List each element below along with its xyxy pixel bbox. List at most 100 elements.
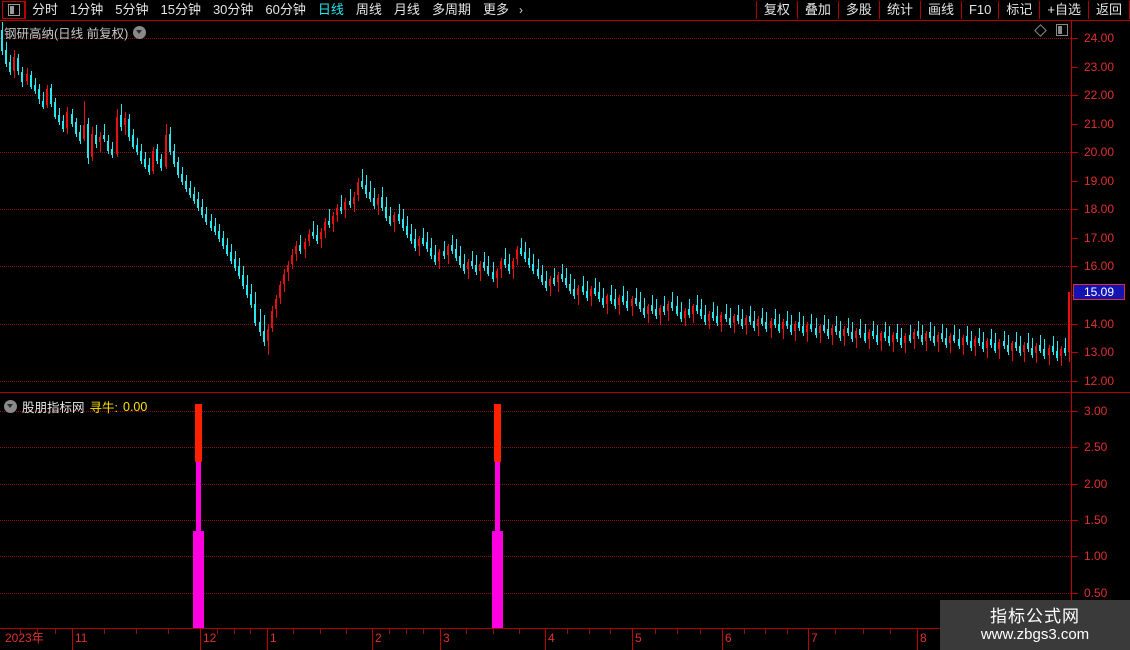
candle-body	[978, 337, 980, 344]
candlestick	[0, 21, 1071, 392]
toolbar-action-7[interactable]: +自选	[1047, 2, 1081, 17]
candlestick	[0, 21, 1071, 392]
price-pane-title-group: 钢研高纳(日线 前复权)	[4, 23, 147, 42]
candlestick	[0, 21, 1071, 392]
toolbar-action-6[interactable]: 标记	[1006, 2, 1033, 17]
candlestick	[0, 21, 1071, 392]
candlestick	[0, 21, 1071, 392]
candlestick	[0, 21, 1071, 392]
toolbar-item-9[interactable]: 多周期	[431, 2, 471, 17]
candle-body	[1043, 349, 1045, 357]
candle-body	[643, 307, 645, 315]
panel-toggle-button[interactable]	[2, 1, 25, 19]
candle-body	[970, 340, 972, 348]
toolbar-item-1[interactable]: 1分钟	[70, 2, 104, 17]
candle-body	[201, 206, 203, 216]
price-plot-area[interactable]	[0, 21, 1071, 392]
candle-body	[524, 252, 526, 260]
date-minor-tick	[700, 629, 701, 634]
date-axis-label: 6	[725, 631, 732, 645]
toolbar-item-5[interactable]: 60分钟	[265, 2, 306, 17]
toolbar-item-8[interactable]: 月线	[393, 2, 420, 17]
candlestick	[0, 21, 1071, 392]
candle-body	[398, 213, 400, 221]
candle-body	[214, 226, 216, 233]
panel-square-icon[interactable]	[1056, 24, 1068, 36]
candle-body	[610, 294, 612, 301]
candle-body	[586, 290, 588, 298]
candlestick	[0, 21, 1071, 392]
toolbar-action-1[interactable]: 叠加	[804, 2, 831, 17]
chevron-down-circle-icon[interactable]	[4, 400, 17, 413]
candle-body	[393, 215, 395, 223]
toolbar-item-2[interactable]: 5分钟	[115, 2, 149, 17]
candle-wick	[910, 324, 911, 344]
candle-body	[557, 274, 559, 283]
toolbar-action-8[interactable]: 返回	[1095, 2, 1122, 17]
candlestick	[0, 21, 1071, 392]
candle-body	[349, 200, 351, 206]
candlestick	[0, 21, 1071, 392]
candlestick	[0, 21, 1071, 392]
candle-body	[426, 242, 428, 250]
candle-wick	[869, 329, 870, 350]
price-chart-pane: 钢研高纳(日线 前复权) 24.00 23.00 22.00 21.00 20.00 19…	[0, 21, 1130, 392]
candlestick	[0, 21, 1071, 392]
candlestick	[0, 21, 1071, 392]
chevron-right-icon[interactable]: ›	[518, 3, 523, 17]
toolbar-divider	[1087, 1, 1089, 19]
candle-body	[58, 115, 60, 123]
toolbar-item-6[interactable]: 日线	[317, 2, 344, 17]
candlestick	[0, 21, 1071, 392]
candle-wick	[350, 189, 351, 208]
toolbar-item-7[interactable]: 周线	[355, 2, 382, 17]
candlestick	[0, 21, 1071, 392]
toolbar-item-0[interactable]: 分时	[32, 2, 59, 17]
candle-wick	[619, 294, 620, 315]
candlestick	[0, 21, 1071, 392]
indicator-signal-bar	[0, 393, 1071, 629]
candle-body	[455, 249, 457, 258]
price-axis-label: 24.00	[1084, 31, 1115, 46]
candle-body	[737, 314, 739, 321]
chevron-down-circle-icon[interactable]	[133, 26, 147, 39]
candlestick	[0, 21, 1071, 392]
candle-body	[430, 247, 432, 257]
candle-body	[945, 337, 947, 345]
candlestick	[0, 21, 1071, 392]
candlestick	[0, 21, 1071, 392]
candle-body	[1068, 292, 1070, 353]
toolbar-action-5[interactable]: F10	[968, 2, 992, 17]
price-axis: 24.00 23.00 22.00 21.00 20.00 19.00 18.00 17.00…	[1071, 21, 1130, 392]
candlestick	[0, 21, 1071, 392]
price-axis-label: 12.00	[1084, 373, 1115, 388]
candle-body	[210, 220, 212, 228]
indicator-plot-area[interactable]	[0, 393, 1071, 629]
candle-body	[729, 317, 731, 325]
candle-wick	[427, 232, 428, 253]
candlestick	[0, 21, 1071, 392]
candlestick	[0, 21, 1071, 392]
grid-line	[0, 152, 1071, 154]
candlestick	[0, 21, 1071, 392]
candle-body	[626, 300, 628, 308]
candle-body	[128, 119, 130, 137]
toolbar-action-0[interactable]: 复权	[763, 2, 790, 17]
toolbar-item-4[interactable]: 30分钟	[212, 2, 254, 17]
toolbar-item-10[interactable]: 更多	[482, 2, 509, 17]
candle-wick	[893, 332, 894, 353]
toolbar-action-3[interactable]: 统计	[886, 2, 913, 17]
toolbar-action-2[interactable]: 多股	[845, 2, 872, 17]
diamond-icon[interactable]	[1034, 23, 1047, 37]
candlestick	[0, 21, 1071, 392]
candlestick	[0, 21, 1071, 392]
toolbar-item-3[interactable]: 15分钟	[160, 2, 201, 17]
candle-body	[594, 287, 596, 294]
candlestick	[0, 21, 1071, 392]
date-minor-tick	[787, 629, 788, 634]
candle-body	[62, 120, 64, 130]
date-tick	[722, 629, 723, 650]
date-minor-tick	[765, 629, 766, 634]
toolbar-action-4[interactable]: 画线	[927, 2, 954, 17]
candle-body	[402, 219, 404, 228]
